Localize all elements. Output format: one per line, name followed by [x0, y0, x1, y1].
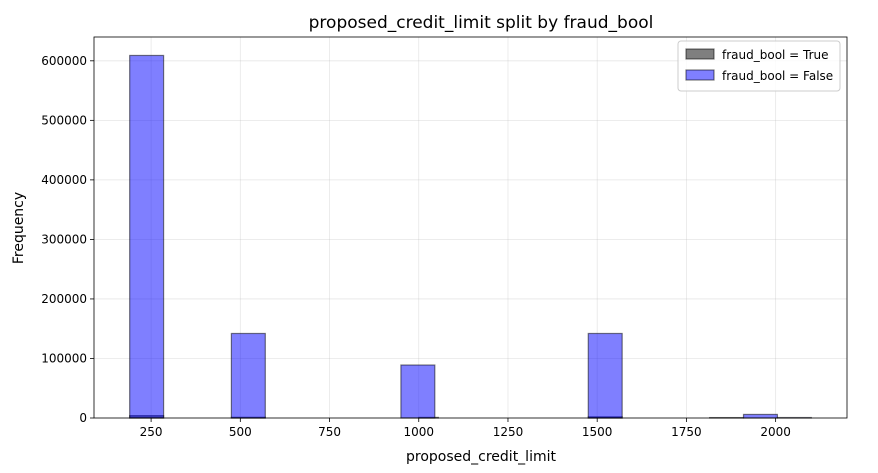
legend: fraud_bool = True fraud_bool = False	[677, 40, 841, 92]
legend-label-0: fraud_bool = True	[722, 48, 829, 62]
x-tick-label-0: 250	[140, 425, 163, 439]
bar-series1-bin2	[400, 364, 436, 419]
bar-series1-bin0	[129, 54, 165, 419]
bar-series1-bin3	[587, 332, 623, 419]
y-tick-label-2: 200000	[41, 292, 87, 306]
plot-frame	[93, 36, 848, 419]
y-tick-label-1: 100000	[41, 351, 87, 365]
legend-label-1: fraud_bool = False	[722, 69, 833, 83]
legend-box	[677, 40, 841, 92]
legend-swatch-0	[685, 48, 715, 60]
grid	[94, 37, 847, 419]
y-tick-label-6: 600000	[41, 54, 87, 68]
chart-title: proposed_credit_limit split by fraud_boo…	[309, 13, 654, 33]
x-tick-label-1: 500	[229, 425, 252, 439]
y-axis-title: Frequency	[11, 192, 27, 264]
x-tick-label-7: 2000	[760, 425, 791, 439]
bar-series1-bin4	[742, 413, 779, 419]
x-tick-label-5: 1500	[582, 425, 613, 439]
x-tick-label-4: 1250	[493, 425, 524, 439]
y-tick-label-0: 0	[79, 411, 87, 425]
legend-swatch-1	[685, 69, 715, 81]
y-tick-label-5: 500000	[41, 113, 87, 127]
x-tick-label-2: 750	[318, 425, 341, 439]
x-tick-label-6: 1750	[671, 425, 702, 439]
x-axis-ticks: 250 500 750 1000 1250 1500 1750 2000	[140, 418, 791, 439]
y-axis-ticks: 0 100000 200000 300000 400000 500000 600000	[41, 54, 94, 425]
y-tick-label-3: 300000	[41, 232, 87, 246]
x-axis-title: proposed_credit_limit	[406, 449, 556, 465]
bars	[129, 54, 812, 419]
bar-series1-bin1	[230, 332, 266, 419]
y-tick-label-4: 400000	[41, 173, 87, 187]
x-tick-label-3: 1000	[403, 425, 434, 439]
